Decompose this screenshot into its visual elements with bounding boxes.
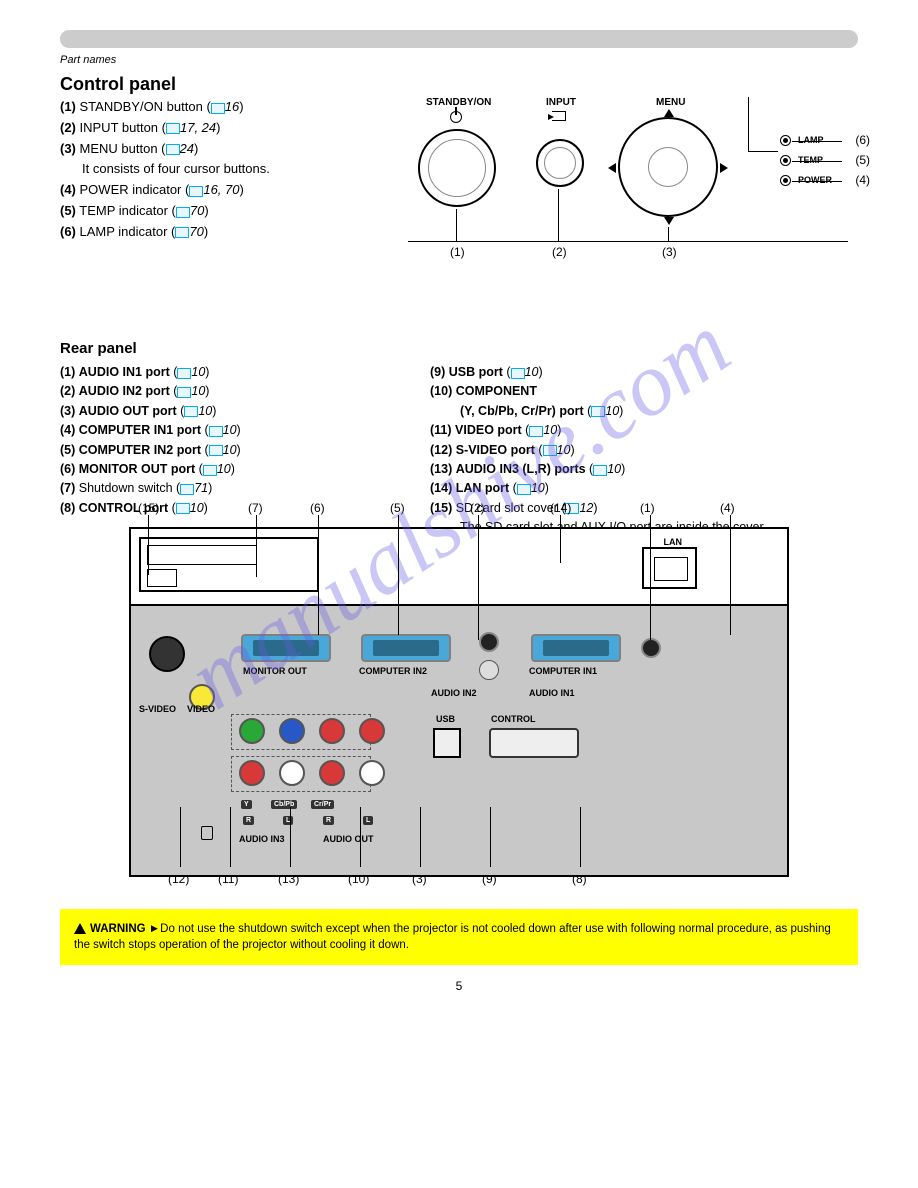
menu-label: MENU (656, 97, 685, 108)
usb-port (433, 728, 461, 758)
audio-out-l (359, 760, 385, 786)
book-icon (211, 103, 225, 113)
book-icon (175, 227, 189, 237)
lock-icon (201, 826, 213, 840)
warning-box: WARNING ►Do not use the shutdown switch … (60, 909, 858, 965)
standby-button (418, 129, 496, 207)
menu-button (618, 117, 718, 217)
co-6: (6) (310, 501, 325, 515)
cursor-left-icon (608, 163, 616, 173)
cursor-right-icon (720, 163, 728, 173)
cursor-up-icon (664, 109, 674, 117)
audio-in2-port (479, 632, 499, 652)
svideo-port (149, 636, 185, 672)
input-label: INPUT (546, 97, 576, 108)
callout-3: (3) (662, 245, 677, 259)
input-button (536, 139, 584, 187)
control-panel-diagram: STANDBY/ON INPUT MENU LAMP TEMP (408, 97, 848, 242)
computer-in2-port (361, 634, 451, 662)
audio-out-r (319, 760, 345, 786)
header-label-text: Part names (60, 54, 116, 66)
component-cb (279, 718, 305, 744)
standby-label: STANDBY/ON (426, 97, 491, 108)
callout-2: (2) (552, 245, 567, 259)
sd-slot (139, 537, 319, 592)
co-4: (4) (720, 501, 735, 515)
book-icon (176, 207, 190, 217)
co-15: (15) (138, 501, 159, 515)
cursor-down-icon (664, 217, 674, 225)
page-number: 5 (60, 979, 858, 993)
co-5: (5) (390, 501, 405, 515)
control-panel-area: (1) STANDBY/ON button (16) (2) INPUT but… (60, 97, 858, 302)
audio-in3-r (239, 760, 265, 786)
monitor-out-port (241, 634, 331, 662)
warning-text: ►Do not use the shutdown switch except w… (74, 923, 831, 951)
callout-6: (6) (855, 133, 870, 147)
temp-led (780, 155, 791, 166)
callout-5: (5) (855, 153, 870, 167)
callout-1: (1) (450, 245, 465, 259)
book-icon (166, 123, 180, 133)
book-icon (189, 186, 203, 196)
co-7: (7) (248, 501, 263, 515)
lamp-led (780, 135, 791, 146)
audio-in1-port (641, 638, 661, 658)
component-cr (319, 718, 345, 744)
callout-4: (4) (855, 173, 870, 187)
power-led (780, 175, 791, 186)
component-y (239, 718, 265, 744)
header-label: Part names (60, 54, 858, 66)
audio-in3-l (279, 760, 305, 786)
rear-panel-diagram: (15) (7) (6) (5) (2) (14) (1) (4) LAN MO… (60, 497, 858, 897)
rear-panel-title: Rear panel (60, 340, 858, 357)
control-panel-list: (1) STANDBY/ON button (16) (2) INPUT but… (60, 97, 270, 243)
warning-label: WARNING (90, 923, 146, 935)
warning-icon (74, 923, 86, 934)
control-panel-title: Control panel (60, 74, 858, 95)
computer-in1-port (531, 634, 621, 662)
co-14: (14) (550, 501, 571, 515)
co-2: (2) (470, 501, 485, 515)
header-bar (60, 30, 858, 48)
input-icon (552, 111, 566, 121)
book-icon (166, 144, 180, 154)
co-1: (1) (640, 501, 655, 515)
control-port (489, 728, 579, 758)
